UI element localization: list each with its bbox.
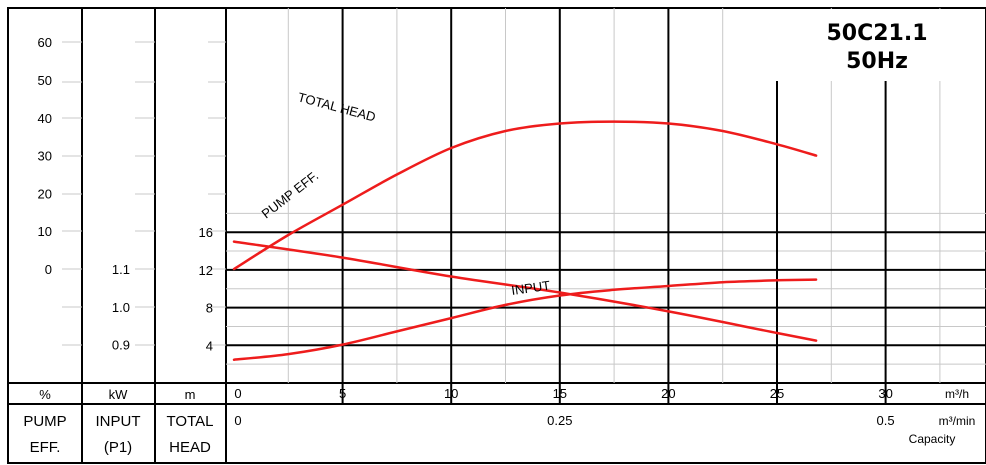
input-axis-ticks: 1.1 1.0 0.9 [112,262,130,353]
head-footer-line2: HEAD [169,439,211,456]
eff-footer-line2: EFF. [30,439,61,456]
head-tick-label: 16 [199,225,213,240]
series-line-input [232,278,818,361]
frequency-label: 50Hz [846,49,908,74]
head-tick-label: 4 [206,338,213,353]
outer-border [7,7,986,464]
x-tick-label: 30 [878,386,892,401]
eff-tick-label: 20 [38,186,52,201]
x-tick-label: 0 [234,386,241,401]
head-unit: m [185,387,196,402]
x-axis-ticks-m3min: 0 0.25 0.5 [234,413,894,428]
x-tick-label: 5 [339,386,346,401]
input-footer-line2: (P1) [104,439,132,456]
x-unit-primary: m³/h [945,387,969,401]
major-grid [226,8,986,404]
x-tick-label-m3min: 0.5 [877,413,895,428]
performance-curves [232,120,818,361]
input-unit: kW [109,387,129,402]
head-tick-label: 8 [206,301,213,316]
series-label-total-head: TOTAL HEAD [296,89,377,124]
x-unit-secondary: m³/min [939,414,976,428]
capacity-label: Capacity [909,432,956,446]
eff-tick-label: 10 [38,224,52,239]
model-number: 50C21.1 [826,21,927,46]
model-title-box [775,9,985,81]
x-tick-label-m3min: 0 [234,413,241,428]
eff-axis-ticks: 60 50 40 30 20 10 0 [38,35,52,277]
eff-tick-label: 30 [38,149,52,164]
series-line-total-head [232,240,818,342]
input-tick-label: 1.1 [112,262,130,277]
eff-footer-line1: PUMP [23,413,66,430]
head-footer-line1: TOTAL [167,413,214,430]
x-axis-ticks-m3h: 0 5 10 15 20 25 30 [234,386,892,401]
input-footer-line1: INPUT [96,413,141,430]
eff-tick-label: 60 [38,35,52,50]
input-tick-label: 0.9 [112,338,130,353]
x-tick-label: 15 [553,386,567,401]
x-tick-label: 10 [444,386,458,401]
input-tick-label: 1.0 [112,300,130,315]
x-tick-label: 20 [661,386,675,401]
x-tick-label-m3min: 0.25 [547,413,572,428]
x-tick-label: 25 [770,386,784,401]
chart-frame [7,7,986,464]
series-label-input: INPUT [510,278,551,298]
eff-unit: % [39,387,51,402]
eff-tick-label: 50 [38,73,52,88]
head-axis-ticks: 16 12 8 4 [199,225,213,353]
series-line-pump-eff [232,120,818,271]
head-tick-label: 12 [199,263,213,278]
eff-tick-label: 0 [45,262,52,277]
eff-tick-label: 40 [38,111,52,126]
